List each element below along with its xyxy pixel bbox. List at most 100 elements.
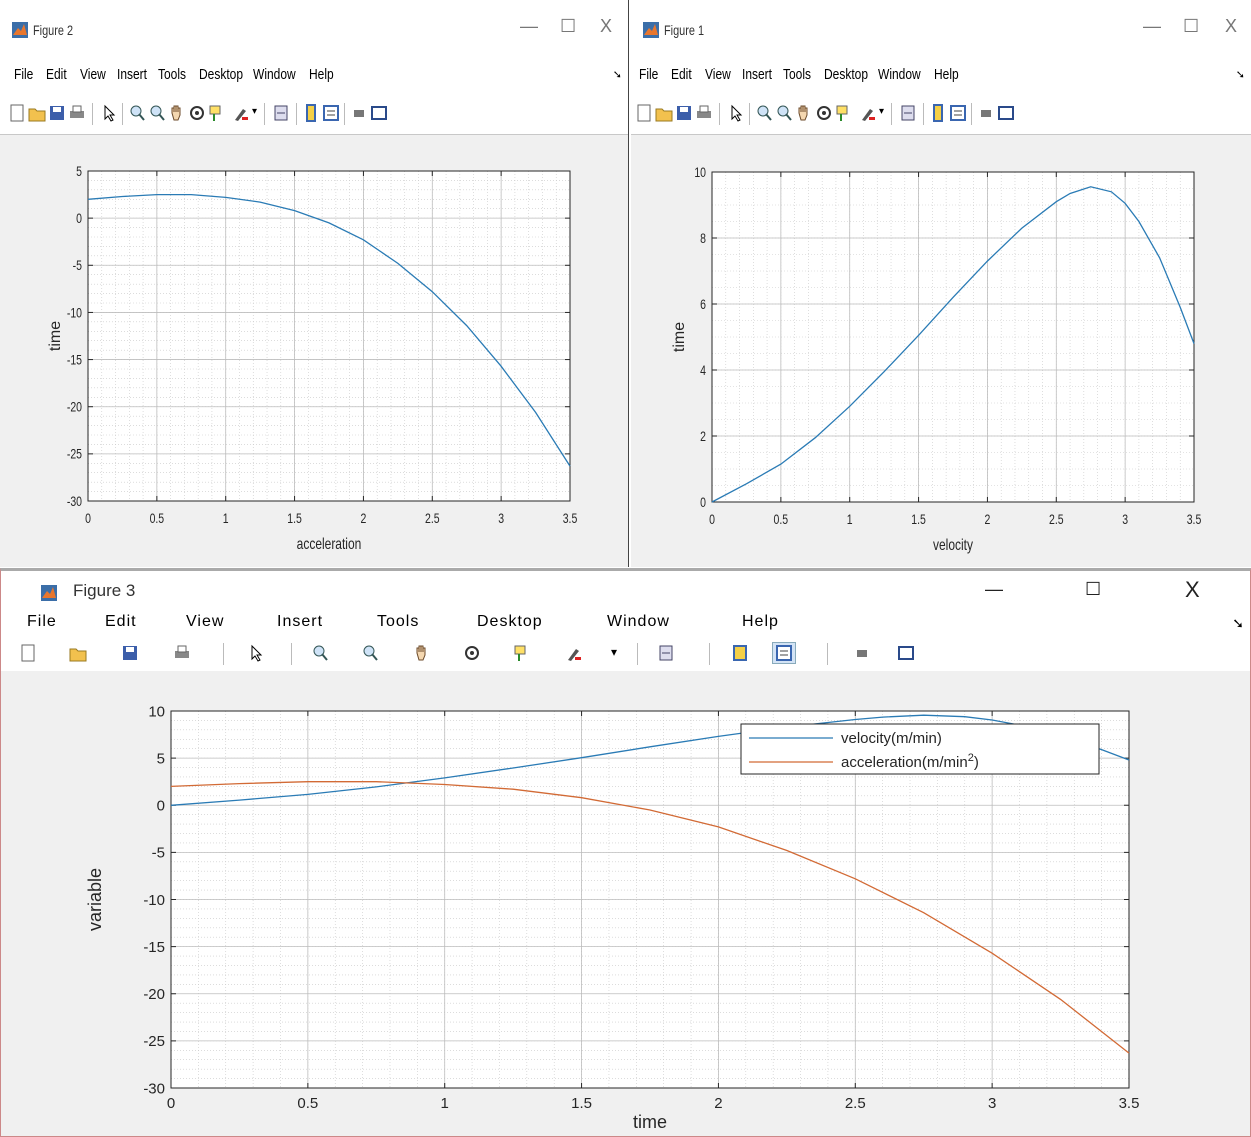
brush-icon[interactable] xyxy=(859,103,877,123)
menu-edit[interactable]: Edit xyxy=(671,66,692,83)
zoom-out-icon[interactable] xyxy=(148,103,166,123)
rotate-3d-icon[interactable] xyxy=(461,643,483,663)
menu-help[interactable]: Help xyxy=(934,66,959,83)
new-figure-icon[interactable] xyxy=(635,103,653,123)
minimize-button[interactable]: — xyxy=(985,579,1003,599)
open-file-icon[interactable] xyxy=(28,103,46,123)
save-icon[interactable] xyxy=(48,103,66,123)
link-plot-icon[interactable] xyxy=(272,103,290,123)
menu-edit[interactable]: Edit xyxy=(46,66,67,83)
menu-file[interactable]: File xyxy=(639,66,659,83)
minimize-button[interactable]: — xyxy=(1143,16,1161,36)
maximize-button[interactable]: ☐ xyxy=(1183,16,1200,36)
x-tick-label: 1.5 xyxy=(287,511,302,527)
zoom-in-icon[interactable] xyxy=(309,643,331,663)
zoom-in-icon[interactable] xyxy=(128,103,146,123)
show-plot-tools-icon[interactable] xyxy=(895,643,917,663)
rotate-3d-icon[interactable] xyxy=(815,103,833,123)
pointer-icon[interactable] xyxy=(100,103,118,123)
close-button[interactable]: X xyxy=(1225,16,1238,36)
menu-desktop[interactable]: Desktop xyxy=(824,66,869,83)
menu-insert[interactable]: Insert xyxy=(742,66,773,83)
hide-plot-tools-icon[interactable] xyxy=(977,103,995,123)
colorbar-icon[interactable] xyxy=(302,103,320,123)
chevron-down-icon[interactable]: ▾ xyxy=(611,645,618,659)
pointer-icon[interactable] xyxy=(245,643,267,663)
print-icon[interactable] xyxy=(695,103,713,123)
pointer-icon[interactable] xyxy=(727,103,745,123)
menu-view[interactable]: View xyxy=(80,66,106,83)
menu-view[interactable]: View xyxy=(705,66,731,83)
y-tick-label: -5 xyxy=(152,845,165,862)
chevron-down-icon[interactable]: ▾ xyxy=(252,106,258,117)
show-plot-tools-icon[interactable] xyxy=(997,103,1015,123)
menu-help[interactable]: Help xyxy=(742,613,779,630)
menu-tools[interactable]: Tools xyxy=(783,66,812,83)
menu-window[interactable]: Window xyxy=(253,66,296,83)
menu-insert[interactable]: Insert xyxy=(277,613,324,630)
show-plot-tools-icon[interactable] xyxy=(370,103,388,123)
legend: velocity(m/min) acceleration(m/min2) xyxy=(740,723,1100,775)
menu-view[interactable]: View xyxy=(186,613,225,630)
y-tick-label: 5 xyxy=(76,163,82,179)
chevron-down-icon[interactable]: ▾ xyxy=(879,106,885,117)
menu-edit[interactable]: Edit xyxy=(105,613,137,630)
save-icon[interactable] xyxy=(119,643,141,663)
link-plot-icon[interactable] xyxy=(655,643,677,663)
legend-icon[interactable] xyxy=(949,103,967,123)
hide-plot-tools-icon[interactable] xyxy=(350,103,368,123)
close-button[interactable]: X xyxy=(1185,577,1200,602)
combined-chart[interactable]: 0 0.5 1 1.5 2 2.5 3 3.5 10 5 0 -5 -10 -15 -20 -25 -30 tim… xyxy=(1,671,1248,1137)
maximize-button[interactable]: ☐ xyxy=(1085,579,1102,599)
hide-plot-tools-icon[interactable] xyxy=(851,643,873,663)
colorbar-icon[interactable] xyxy=(729,643,751,663)
data-cursor-icon[interactable] xyxy=(511,643,533,663)
x-axis-label: time xyxy=(633,1112,667,1132)
data-cursor-icon[interactable] xyxy=(835,103,853,123)
pan-hand-icon[interactable] xyxy=(168,103,186,123)
dock-arrow-icon[interactable]: ➘ xyxy=(1235,69,1245,81)
legend-icon[interactable] xyxy=(322,103,340,123)
maximize-button[interactable]: ☐ xyxy=(560,16,577,36)
menu-file[interactable]: File xyxy=(27,613,57,630)
y-tick-label: -25 xyxy=(67,446,82,462)
menu-insert[interactable]: Insert xyxy=(117,66,148,83)
brush-icon[interactable] xyxy=(232,103,250,123)
close-button[interactable]: X xyxy=(600,16,613,36)
open-file-icon[interactable] xyxy=(655,103,673,123)
minimize-button[interactable]: — xyxy=(520,16,538,36)
x-tick-label: 0.5 xyxy=(297,1095,318,1112)
print-icon[interactable] xyxy=(171,643,193,663)
rotate-3d-icon[interactable] xyxy=(188,103,206,123)
menu-desktop[interactable]: Desktop xyxy=(199,66,244,83)
print-icon[interactable] xyxy=(68,103,86,123)
zoom-out-icon[interactable] xyxy=(359,643,381,663)
colorbar-icon[interactable] xyxy=(929,103,947,123)
open-file-icon[interactable] xyxy=(67,643,89,663)
matlab-logo-icon xyxy=(643,22,659,38)
legend-icon[interactable] xyxy=(772,642,796,664)
link-plot-icon[interactable] xyxy=(899,103,917,123)
dock-arrow-icon[interactable]: ➘ xyxy=(1232,615,1244,631)
menu-desktop[interactable]: Desktop xyxy=(477,613,543,630)
zoom-in-icon[interactable] xyxy=(755,103,773,123)
menu-tools[interactable]: Tools xyxy=(158,66,187,83)
y-tick-label: 0 xyxy=(157,798,165,815)
menu-window[interactable]: Window xyxy=(607,613,670,630)
acceleration-chart[interactable]: 0 0.5 1 1.5 2 2.5 3 3.5 5 0 -5 -10 -15 -20 -25 -30 accel… xyxy=(0,135,629,567)
data-cursor-icon[interactable] xyxy=(208,103,226,123)
menu-window[interactable]: Window xyxy=(878,66,921,83)
zoom-out-icon[interactable] xyxy=(775,103,793,123)
new-figure-icon[interactable] xyxy=(17,643,39,663)
menu-help[interactable]: Help xyxy=(309,66,334,83)
velocity-chart[interactable]: 0 0.5 1 1.5 2 2.5 3 3.5 10 8 6 4 2 0 velocity time xyxy=(631,135,1251,567)
menu-tools[interactable]: Tools xyxy=(377,613,420,630)
dock-arrow-icon[interactable]: ➘ xyxy=(612,69,622,81)
menu-file[interactable]: File xyxy=(14,66,34,83)
new-figure-icon[interactable] xyxy=(8,103,26,123)
pan-hand-icon[interactable] xyxy=(411,643,433,663)
save-icon[interactable] xyxy=(675,103,693,123)
window-title: Figure 3 xyxy=(73,581,136,600)
pan-hand-icon[interactable] xyxy=(795,103,813,123)
brush-icon[interactable] xyxy=(563,643,585,663)
